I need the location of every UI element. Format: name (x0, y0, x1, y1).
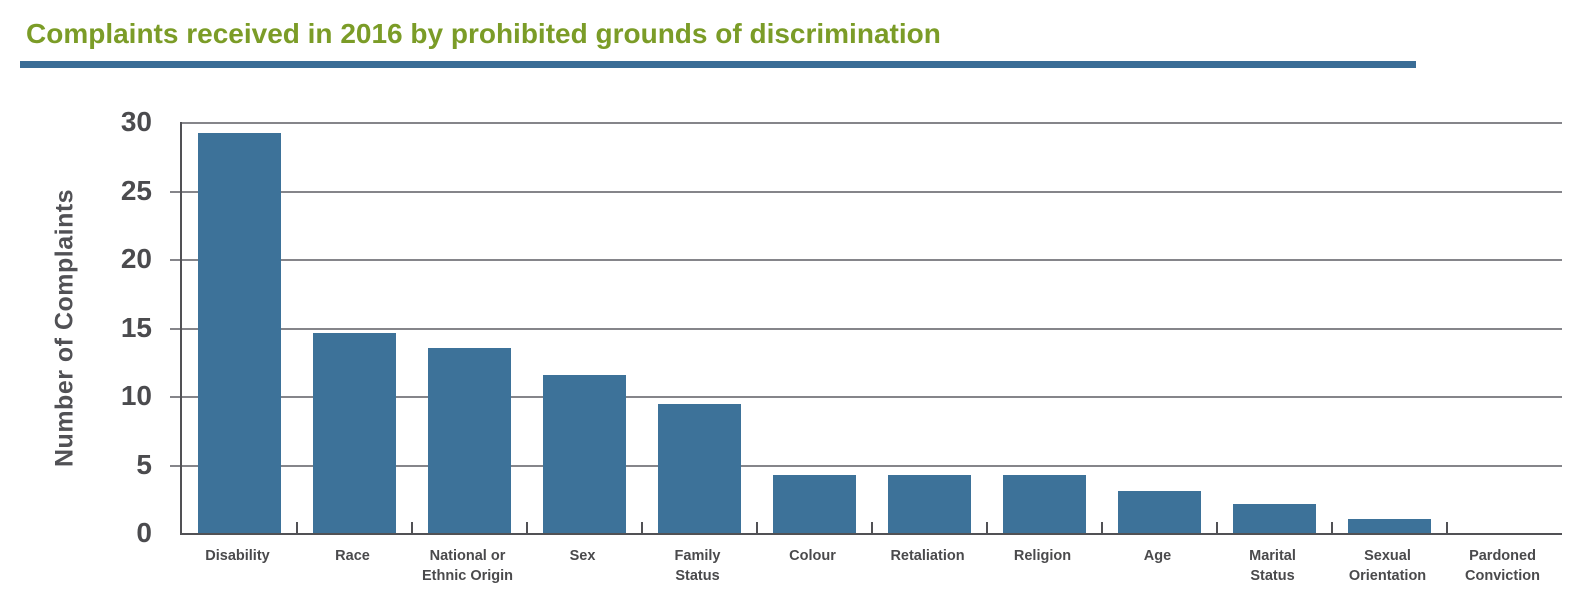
y-tick-mark (170, 464, 180, 467)
category-label: Marital Status (1249, 548, 1296, 585)
x-tick-mark (411, 522, 413, 533)
category-label: Sexual Orientation (1348, 548, 1427, 585)
bar-religion (1003, 475, 1086, 533)
gridline-5 (182, 464, 1562, 467)
y-tick-label: 25 (120, 174, 152, 206)
x-tick-mark (1216, 522, 1218, 533)
gridline-15 (182, 327, 1562, 330)
category-label: Race (335, 548, 370, 564)
x-tick-mark (756, 522, 758, 533)
category-label: Age (1143, 548, 1172, 564)
category-label: Pardoned Conviction (1465, 548, 1540, 585)
gridline-30 (182, 122, 1562, 124)
bar-retaliation (888, 475, 971, 533)
bar-colour (773, 475, 856, 533)
x-tick-mark (296, 522, 298, 533)
gridline-25 (182, 190, 1562, 193)
y-tick-label: 0 (136, 517, 152, 548)
bar-sex (543, 375, 626, 533)
bar-age (1118, 490, 1201, 533)
y-tick-label: 10 (120, 380, 152, 411)
title-underline (20, 61, 1416, 68)
x-tick-mark (1331, 522, 1333, 533)
x-category-labels: Disability Race National or Ethnic Origin S… (180, 546, 1560, 606)
category-label: Religion (1013, 548, 1072, 564)
category-label: Retaliation (890, 548, 965, 564)
bar-sexual-orientation (1348, 519, 1431, 533)
x-tick-mark (1446, 522, 1448, 533)
plot-area (170, 122, 1562, 535)
x-tick-mark (986, 522, 988, 533)
bar-race (313, 332, 396, 533)
x-tick-mark (526, 522, 528, 533)
category-label: Family Status (674, 548, 721, 585)
x-tick-mark (641, 522, 643, 533)
y-tick-mark (170, 396, 180, 398)
y-tick-label: 30 (120, 106, 152, 137)
y-tick-label: 15 (120, 311, 152, 343)
gridline-10 (182, 396, 1562, 398)
y-tick-labels: 0 5 10 15 20 25 30 (0, 106, 166, 548)
y-tick-label: 5 (136, 448, 152, 480)
y-tick-mark (170, 327, 180, 330)
bar-disability (198, 132, 281, 533)
bar-family-status (658, 404, 741, 533)
y-tick-mark (170, 259, 180, 261)
chart-title: Complaints received in 2016 by prohibite… (26, 18, 941, 49)
category-label: Sex (569, 548, 596, 564)
category-label: National or Ethnic Origin (421, 548, 514, 585)
y-tick-mark (170, 190, 180, 193)
gridline-20 (182, 259, 1562, 261)
category-label: Colour (789, 548, 836, 564)
bar-marital-status (1233, 504, 1316, 533)
x-tick-mark (1101, 522, 1103, 533)
x-tick-mark (871, 522, 873, 533)
y-tick-label: 20 (120, 243, 152, 274)
category-label: Disability (205, 548, 270, 564)
bar-national-or-ethnic-origin (428, 348, 511, 533)
